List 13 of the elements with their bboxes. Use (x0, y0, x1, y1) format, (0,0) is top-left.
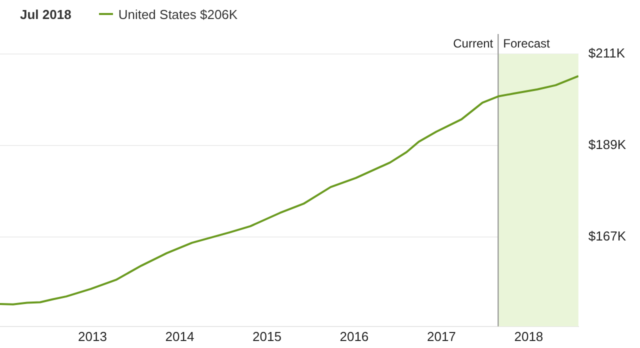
y-tick-label: $189K (588, 137, 626, 152)
x-tick-label: 2017 (426, 328, 456, 344)
x-tick-label: 2015 (252, 328, 282, 344)
legend-label: United States $206K (118, 6, 238, 22)
x-tick-label: 2018 (514, 328, 544, 344)
y-tick-label: $211K (588, 46, 626, 61)
chart-title: Jul 2018 (20, 6, 72, 22)
x-tick-label: 2016 (340, 328, 369, 344)
x-tick-label: 2013 (78, 328, 107, 344)
ref-line-label: Current (453, 36, 494, 50)
band-label: Forecast (503, 36, 550, 50)
y-tick-label: $167K (588, 228, 626, 244)
x-tick-label: 2014 (165, 328, 194, 344)
